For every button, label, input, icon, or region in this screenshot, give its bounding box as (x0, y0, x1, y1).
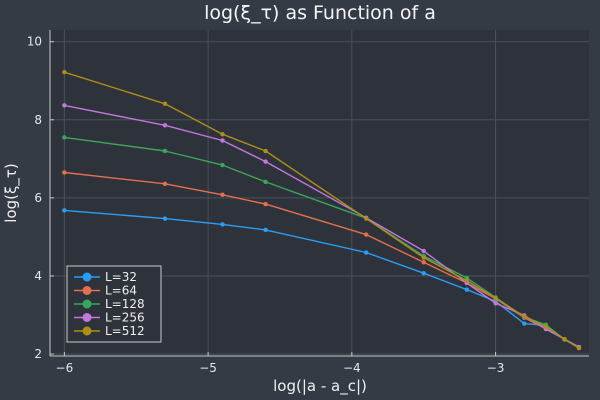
y-tick-label: 4 (34, 269, 42, 283)
data-point (522, 314, 527, 319)
legend-item: L=256 (74, 311, 145, 325)
legend-label: L=512 (105, 324, 145, 338)
data-point (493, 295, 498, 301)
legend-item: L=128 (74, 297, 145, 311)
data-point (162, 101, 168, 107)
series-line (64, 104, 580, 348)
x-tick-label: −4 (343, 361, 361, 375)
data-point (162, 123, 168, 128)
data-point (263, 148, 268, 154)
data-point (562, 336, 567, 342)
tick-labels: −6 −5 −4 −3 2 4 6 8 10 (27, 35, 505, 375)
y-axis-label: log(ξ_τ) (2, 163, 21, 222)
data-point (464, 278, 470, 283)
data-point (62, 103, 67, 108)
data-point (162, 216, 168, 221)
data-point (363, 232, 369, 237)
series (62, 69, 582, 351)
data-point (62, 170, 67, 175)
data-point (220, 131, 225, 137)
data-point (62, 135, 67, 140)
chart-title: log(ξ_τ) as Function of a (204, 2, 436, 24)
y-tick-label: 2 (34, 347, 42, 361)
data-point (62, 208, 67, 213)
data-point (464, 287, 470, 292)
data-point (363, 216, 369, 221)
series-l-512 (62, 69, 582, 351)
legend-marker (82, 272, 92, 282)
data-point (162, 148, 168, 154)
x-axis-label: log(|a - a_c|) (273, 377, 367, 396)
y-tick-label: 6 (34, 191, 42, 205)
x-tick-label: −5 (199, 361, 217, 375)
data-point (576, 345, 582, 351)
data-point (220, 138, 225, 143)
legend-marker (82, 286, 92, 295)
x-tick-label: −6 (56, 361, 74, 375)
legend-item: L=512 (74, 324, 145, 338)
data-point (421, 255, 426, 260)
data-point (263, 159, 268, 164)
legend-marker (82, 326, 92, 336)
data-point (62, 69, 67, 75)
data-point (493, 301, 498, 306)
data-point (220, 222, 225, 227)
legend-marker (82, 299, 92, 309)
data-point (421, 260, 426, 265)
data-point (263, 179, 268, 185)
legend-item: L=32 (74, 270, 137, 284)
data-point (220, 192, 225, 198)
axes (49, 30, 589, 357)
y-tick-label: 10 (27, 35, 42, 49)
legend-label: L=256 (105, 311, 145, 325)
legend-label: L=128 (105, 297, 145, 311)
legend-item: L=64 (74, 284, 137, 298)
data-point (421, 248, 426, 254)
x-tick-label: −3 (487, 361, 505, 375)
legend-marker (82, 313, 92, 322)
data-point (263, 201, 268, 207)
data-point (543, 324, 549, 329)
series-line (64, 71, 580, 349)
data-point (162, 181, 168, 187)
data-point (363, 250, 369, 255)
data-point (421, 270, 426, 276)
data-point (263, 227, 268, 233)
data-point (220, 162, 225, 168)
y-tick-label: 8 (34, 113, 42, 127)
legend-label: L=32 (105, 270, 137, 284)
data-point (522, 321, 527, 326)
legend-label: L=64 (105, 284, 137, 298)
